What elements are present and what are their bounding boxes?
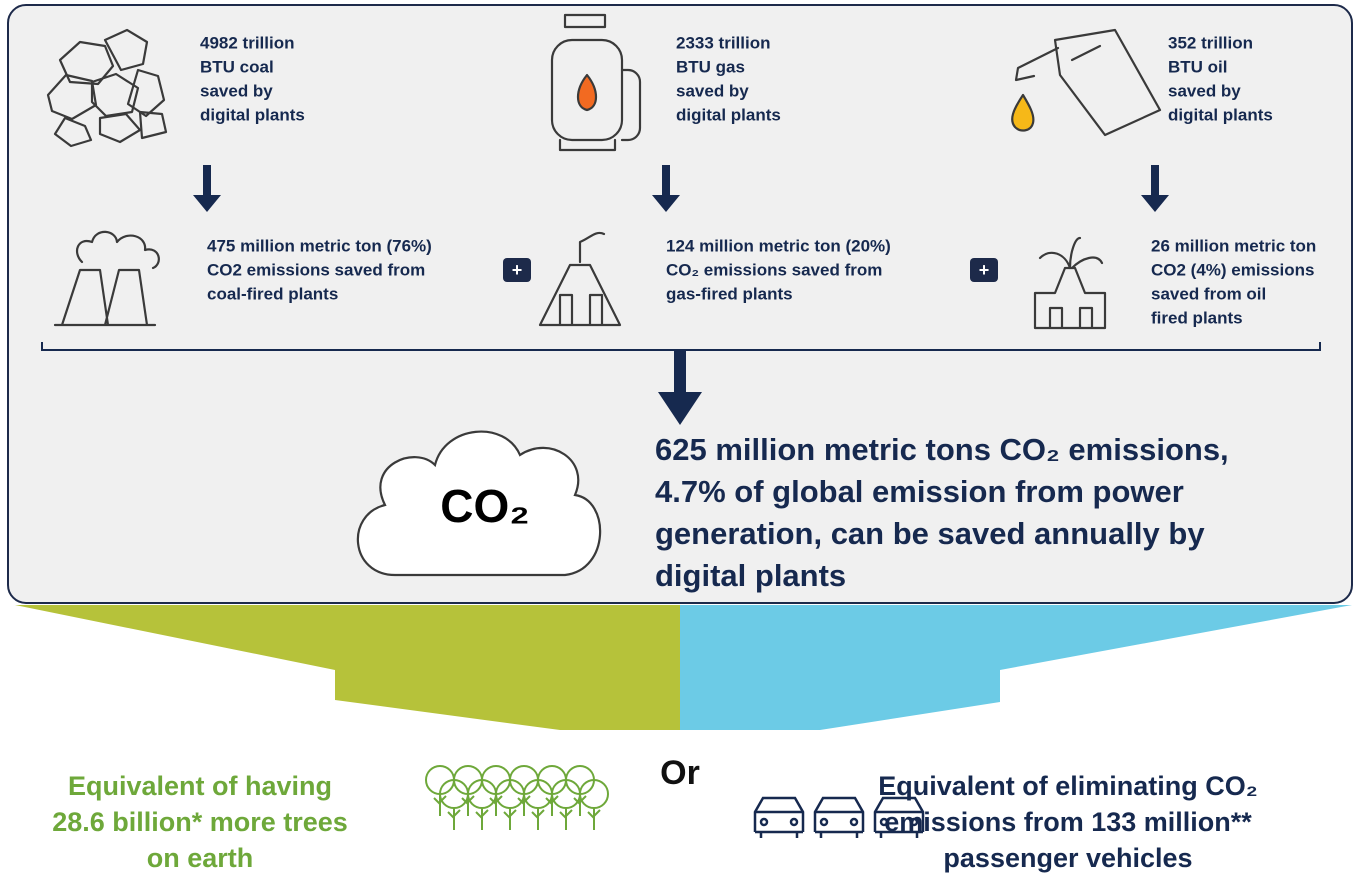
vehicles-text: passenger vehicles — [943, 843, 1192, 873]
cloud-label: CO₂ — [440, 480, 529, 532]
fuel-text: 4982 trillion — [200, 33, 294, 52]
total-text: 4.7% of global emission from power — [655, 474, 1184, 509]
panel — [7, 4, 1353, 604]
gas-icon — [550, 13, 642, 152]
plus: + — [979, 260, 990, 280]
gas-plant-icon — [538, 231, 622, 327]
funnel-left — [15, 605, 680, 730]
emission-text: saved from oil — [1151, 284, 1266, 303]
coal-plant-icon — [53, 230, 160, 327]
car — [813, 796, 865, 838]
cloud-icon — [356, 430, 602, 577]
plus: + — [512, 260, 523, 280]
emission-text: 124 million metric ton (20%) — [666, 236, 891, 255]
fuel-text: 2333 trillion — [676, 33, 770, 52]
emission-text: 475 million metric ton (76%) — [207, 236, 432, 255]
fuel-text: saved by — [676, 81, 749, 100]
cars-icon — [753, 796, 925, 838]
arrows — [193, 165, 1169, 425]
emission-text: CO2 emissions saved from — [207, 260, 425, 279]
fuel-text: 352 trillion — [1168, 33, 1253, 52]
fuel-text: BTU oil — [1168, 57, 1228, 76]
coal-icon — [46, 28, 168, 148]
fuel-text: BTU coal — [200, 57, 274, 76]
fuel-text: digital plants — [200, 105, 305, 124]
oil-plant-icon — [1033, 236, 1107, 330]
car — [873, 796, 925, 838]
trunk — [447, 808, 461, 830]
or: Or — [660, 754, 700, 792]
car — [753, 796, 805, 838]
oil-icon — [1011, 28, 1162, 137]
vehicles-text: emissions from 133 million** — [884, 807, 1252, 837]
fuel-text: digital plants — [676, 105, 781, 124]
fuel-text: BTU gas — [676, 57, 745, 76]
fuel-text: saved by — [200, 81, 273, 100]
trunk — [475, 808, 489, 830]
trees-icon — [425, 765, 609, 830]
trunk — [587, 808, 601, 830]
total-text: digital plants — [655, 558, 846, 593]
fuel-text: saved by — [1168, 81, 1241, 100]
plus-box — [970, 258, 998, 282]
total-text: generation, can be saved annually by — [655, 516, 1205, 551]
trunk — [503, 808, 517, 830]
vehicles-text: Equivalent of eliminating CO₂ — [878, 771, 1258, 801]
bracket — [41, 342, 1321, 351]
emission-text: CO2 (4%) emissions — [1151, 260, 1314, 279]
trunk — [531, 808, 545, 830]
light — [879, 817, 889, 827]
trees-text: Equivalent of having — [68, 771, 332, 801]
emission-text: coal-fired plants — [207, 284, 338, 303]
trees-text: 28.6 billion* more trees — [52, 807, 348, 837]
fuel-text: digital plants — [1168, 105, 1273, 124]
light — [819, 817, 829, 827]
emission-text: 26 million metric ton — [1151, 236, 1316, 255]
light — [759, 817, 769, 827]
plus-box — [503, 258, 531, 282]
light — [849, 817, 859, 827]
light — [789, 817, 799, 827]
total-text: 625 million metric tons CO₂ emissions, — [655, 432, 1229, 467]
trunk — [559, 808, 573, 830]
light — [909, 817, 919, 827]
trees-text: on earth — [147, 843, 254, 873]
emission-text: gas-fired plants — [666, 284, 793, 303]
emission-text: CO₂ emissions saved from — [666, 260, 882, 279]
emission-text: fired plants — [1151, 308, 1243, 327]
funnel-right — [680, 605, 1352, 730]
